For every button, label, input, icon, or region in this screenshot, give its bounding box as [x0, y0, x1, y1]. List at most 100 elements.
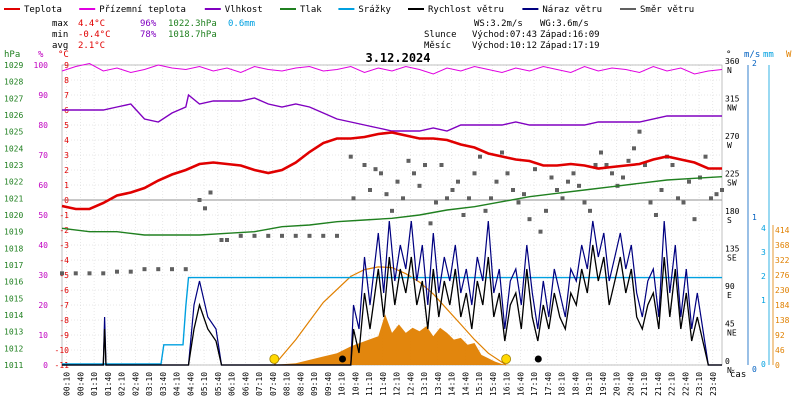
- tick-wm2: 138: [775, 316, 790, 325]
- wind-direction-point: [566, 179, 570, 184]
- tick-degc: -3: [59, 241, 69, 250]
- wind-direction-point: [390, 208, 394, 213]
- wind-direction-point: [335, 233, 339, 238]
- moonrise-time: Východ:10:12: [472, 41, 537, 51]
- tick-ms: 1: [752, 213, 757, 222]
- tick-wm2: 414: [775, 226, 790, 235]
- wind-direction-point: [225, 238, 229, 242]
- wind-direction-point: [445, 196, 449, 201]
- tick-wm2: 322: [775, 256, 790, 265]
- tick-dir-label: W: [727, 141, 732, 150]
- legend-label-0: Teplota: [24, 5, 62, 15]
- tick-degc: 5: [64, 121, 69, 130]
- stats-max-hum: 96%: [140, 19, 157, 29]
- stats-max-press: 1022.3hPa: [168, 19, 217, 29]
- tick-degc: -1: [59, 211, 69, 220]
- wind-direction-point: [101, 271, 106, 276]
- tick-pct: 70: [38, 151, 48, 160]
- tick-dir-label: SE: [727, 254, 737, 263]
- astro-block: WS:3.2m/s WG:3.6m/s Slunce Východ:07:43 …: [424, 19, 600, 51]
- tick-hpa: 1016: [4, 278, 23, 287]
- axis-ticks: 1029102810271026102510241023102210211020…: [4, 57, 790, 396]
- tick-wm2: 92: [775, 331, 785, 340]
- tick-hpa: 1021: [4, 194, 23, 203]
- wind-direction-point: [621, 175, 625, 180]
- tick-degc: 1: [64, 181, 69, 190]
- wind-direction-point: [478, 154, 482, 159]
- tick-degc: -8: [59, 316, 69, 325]
- wind-speed-info: WS:3.2m/s: [474, 19, 523, 29]
- wind-direction-point: [208, 190, 213, 195]
- humidity-line: [62, 93, 722, 132]
- sunset-marker: [501, 354, 512, 364]
- tick-pct: 20: [38, 301, 48, 310]
- wind-direction-point: [544, 208, 548, 213]
- tick-x: 03:40: [159, 372, 168, 396]
- wind-direction-point: [505, 171, 510, 176]
- tick-x: 08:10: [283, 372, 292, 396]
- legend-label-7: Směr větru: [640, 5, 694, 15]
- moon-label: Měsíc: [424, 41, 451, 51]
- tick-pct: 0: [43, 361, 48, 370]
- tick-x: 19:40: [599, 372, 608, 396]
- tick-x: 03:10: [145, 372, 154, 396]
- stats-max-rain: 0.6mm: [228, 19, 255, 29]
- tick-hpa: 1011: [4, 361, 23, 370]
- wind-direction-point: [252, 233, 257, 238]
- solar-radiation-area: [268, 314, 511, 365]
- wind-direction-point: [401, 196, 405, 201]
- wind-direction-point: [555, 188, 559, 192]
- tick-dir-label: NW: [727, 104, 737, 113]
- axis-title-dir: °: [726, 50, 731, 60]
- stats-block: max 4.4°C 96% 1022.3hPa 0.6mm min -0.4°C…: [52, 19, 255, 51]
- wind-speed-line: [62, 244, 722, 366]
- moonset-time: Západ:17:19: [540, 41, 600, 51]
- tick-dir-label: NE: [727, 329, 737, 338]
- wind-direction-point: [676, 196, 680, 201]
- tick-degc: 3: [64, 151, 69, 160]
- wind-direction-point: [87, 271, 92, 276]
- stats-max-label: max: [52, 19, 69, 29]
- tick-x: 11:40: [379, 372, 388, 396]
- tick-hpa: 1017: [4, 261, 23, 270]
- wind-direction-point: [654, 213, 658, 217]
- wind-direction-point: [560, 196, 565, 201]
- wind-direction-point: [428, 221, 433, 226]
- tick-x: 09:10: [310, 372, 319, 396]
- tick-pct: 90: [38, 91, 48, 100]
- wind-direction-point: [522, 192, 526, 197]
- wind-direction-point: [582, 200, 587, 205]
- tick-pct: 10: [38, 331, 48, 340]
- wind-direction-point: [321, 233, 326, 238]
- wind-direction-point: [156, 267, 161, 272]
- tick-degc: -11: [55, 361, 70, 370]
- tick-hpa: 1029: [4, 61, 23, 70]
- wind-direction-point: [456, 179, 460, 184]
- wind-direction-point: [500, 150, 504, 155]
- wind-direction-point: [538, 229, 543, 234]
- wind-direction-point: [412, 171, 416, 176]
- wind-direction-point: [128, 269, 133, 274]
- wind-direction-point: [494, 179, 499, 184]
- wind-direction-point: [577, 183, 581, 188]
- moonrise-marker: [339, 355, 346, 363]
- tick-dir: 315: [725, 95, 740, 104]
- tick-x: 18:40: [571, 372, 580, 396]
- legend-label-5: Rychlost větru: [428, 5, 504, 15]
- tick-pct: 30: [38, 271, 48, 280]
- tick-x: 20:40: [626, 372, 635, 396]
- plot-area: [60, 62, 724, 366]
- pressure-line: [61, 176, 723, 236]
- tick-dir-label: N: [727, 366, 732, 375]
- tick-x: 13:10: [420, 372, 429, 396]
- tick-pct: 40: [38, 241, 48, 250]
- legend-label-4: Srážky: [358, 5, 391, 15]
- wind-direction-point: [307, 233, 312, 238]
- wind-gust-line: [62, 220, 722, 366]
- tick-dir-label: S: [727, 216, 732, 225]
- tick-hpa: 1013: [4, 328, 23, 337]
- tick-dir: 225: [725, 170, 740, 179]
- wind-direction-point: [203, 206, 207, 211]
- wind-direction-point: [692, 217, 697, 222]
- tick-x: 07:10: [255, 372, 264, 396]
